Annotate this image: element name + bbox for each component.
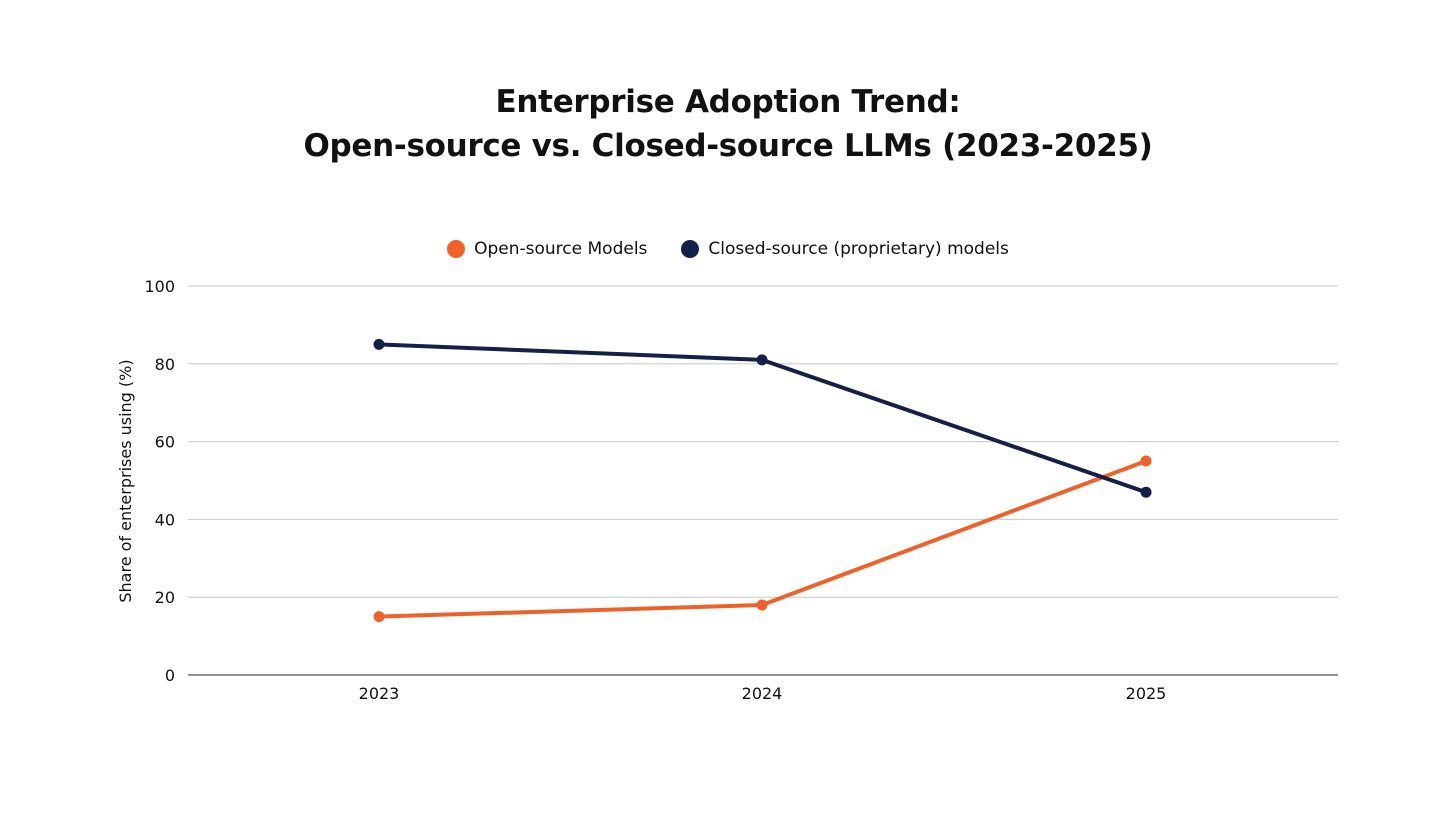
y-tick-label: 20 bbox=[155, 588, 175, 607]
series-lines bbox=[377, 342, 1148, 619]
gridlines bbox=[188, 285, 1338, 676]
y-tick-label: 60 bbox=[155, 433, 175, 452]
data-point-closed-source[interactable] bbox=[373, 338, 385, 350]
x-axis-ticks: 2023 2024 2025 bbox=[359, 684, 1167, 703]
data-point-closed-source[interactable] bbox=[756, 354, 768, 366]
x-tick-label: 2025 bbox=[1126, 684, 1167, 703]
data-point-open-source[interactable] bbox=[1140, 455, 1152, 467]
legend-label-closed-source: Closed-source (proprietary) models bbox=[708, 239, 1009, 259]
legend-swatch-closed-source bbox=[681, 240, 700, 258]
y-tick-label: 40 bbox=[155, 510, 175, 529]
series-points bbox=[373, 338, 1152, 623]
legend: Open-source Models Closed-source (propri… bbox=[0, 239, 1456, 259]
chart-title-line-2: Open-source vs. Closed-source LLMs (2023… bbox=[303, 128, 1153, 164]
y-axis-ticks: 0 20 40 60 80 100 bbox=[144, 277, 175, 685]
data-point-open-source[interactable] bbox=[756, 599, 768, 611]
y-tick-label: 80 bbox=[155, 355, 175, 374]
legend-item-open-source[interactable]: Open-source Models bbox=[447, 239, 647, 259]
y-tick-label: 100 bbox=[144, 277, 175, 296]
y-tick-label: 0 bbox=[165, 666, 175, 685]
x-tick-label: 2024 bbox=[742, 684, 783, 703]
series-line-open-source bbox=[377, 459, 1148, 619]
data-point-closed-source[interactable] bbox=[1140, 486, 1152, 498]
y-axis-title: Share of enterprises using (%) bbox=[116, 359, 135, 602]
chart-title-line-1: Enterprise Adoption Trend: bbox=[495, 84, 961, 120]
legend-label-open-source: Open-source Models bbox=[474, 239, 648, 259]
series-line-closed-source bbox=[377, 342, 1148, 495]
legend-item-closed-source[interactable]: Closed-source (proprietary) models bbox=[681, 239, 1009, 259]
data-point-open-source[interactable] bbox=[373, 611, 385, 623]
chart-title: Enterprise Adoption Trend: Open-source v… bbox=[0, 80, 1456, 168]
legend-swatch-open-source bbox=[447, 240, 466, 258]
x-tick-label: 2023 bbox=[359, 684, 400, 703]
